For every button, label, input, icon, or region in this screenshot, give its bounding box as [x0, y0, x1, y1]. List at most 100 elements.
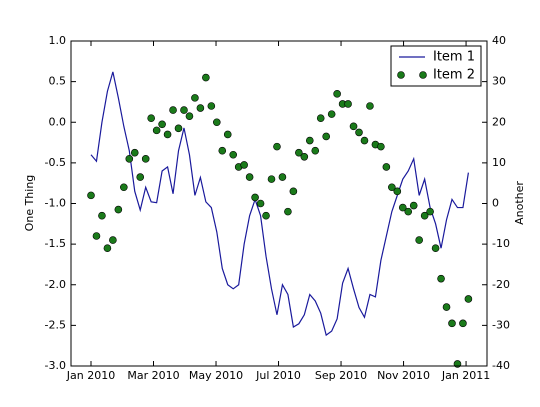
scatter-point — [163, 130, 172, 139]
scatter-point — [393, 187, 402, 196]
scatter-point — [240, 161, 248, 169]
scatter-point — [278, 173, 287, 181]
scatter-point — [262, 211, 270, 220]
legend-swatch — [419, 71, 427, 79]
scatter-point — [120, 183, 128, 192]
scatter-point — [191, 94, 199, 102]
y2-axis-label: Another — [513, 181, 526, 225]
scatter-point — [229, 150, 238, 159]
x-tick-label: Jul 2010 — [255, 369, 301, 382]
scatter-point — [404, 207, 413, 216]
scatter-point — [316, 114, 325, 122]
y-tick-label: 0.0 — [49, 115, 67, 128]
y2-tick-label: -30 — [492, 318, 510, 331]
x-tick-label: May 2010 — [189, 369, 243, 382]
y2-tick-label: 20 — [492, 115, 506, 128]
scatter-point — [289, 187, 298, 196]
scatter-point — [431, 244, 440, 252]
scatter-point — [344, 100, 352, 108]
scatter-point — [185, 112, 194, 120]
x-tick-label: Jan 2011 — [441, 369, 490, 382]
scatter-point — [125, 155, 134, 163]
x-tick-label: Nov 2010 — [377, 369, 430, 382]
y-tick-label: -3.0 — [45, 359, 66, 372]
scatter-point — [245, 173, 254, 181]
y-axis-label: One Thing — [23, 175, 36, 232]
y-tick-label: -0.5 — [45, 156, 66, 169]
scatter-point — [448, 319, 456, 328]
scatter-point — [158, 120, 166, 129]
scatter-point — [207, 102, 216, 110]
y-tick-label: 0.5 — [49, 75, 67, 88]
scatter-point — [256, 199, 265, 208]
y-tick-label: -2.0 — [45, 278, 66, 291]
scatter-point — [464, 295, 473, 303]
y-tick-label: -2.5 — [45, 318, 66, 331]
y2-tick-label: 0 — [492, 197, 499, 210]
scatter-point — [366, 102, 374, 110]
y2-tick-label: -40 — [492, 359, 510, 372]
scatter-point — [180, 106, 188, 114]
scatter-point — [409, 201, 418, 210]
scatter-point — [202, 73, 210, 82]
scatter-point — [196, 104, 205, 112]
scatter-point — [109, 236, 117, 244]
y2-tick-label: 40 — [492, 34, 506, 47]
legend-box — [390, 45, 482, 87]
scatter-point — [136, 173, 145, 181]
scatter-point — [103, 244, 112, 252]
scatter-point — [87, 191, 95, 200]
scatter-point — [311, 146, 320, 155]
scatter-point — [426, 207, 434, 216]
scatter-point — [360, 136, 369, 145]
line-series — [90, 71, 469, 337]
scatter-point — [300, 152, 309, 161]
scatter-point — [174, 124, 183, 133]
y2-tick-label: 30 — [492, 75, 506, 88]
legend-label: Item 2 — [433, 68, 475, 83]
legend-label: Item 1 — [433, 50, 475, 65]
x-tick-label: Mar 2010 — [127, 369, 179, 382]
scatter-point — [437, 274, 445, 283]
y-tick-label: 1.0 — [49, 34, 67, 47]
scatter-point — [442, 303, 451, 311]
scatter-point — [218, 146, 227, 155]
x-tick-label: Jan 2010 — [66, 369, 115, 382]
scatter-point — [273, 142, 281, 151]
legend-swatch — [397, 71, 405, 79]
scatter-point — [130, 148, 139, 157]
scatter-point — [267, 175, 276, 183]
y-tick-label: -1.0 — [45, 197, 66, 210]
scatter-point — [327, 110, 336, 118]
scatter-point — [295, 148, 303, 157]
scatter-point — [141, 155, 150, 163]
scatter-point — [98, 211, 106, 220]
scatter-point — [420, 211, 429, 220]
scatter-point — [415, 236, 423, 244]
scatter-point — [152, 126, 161, 135]
scatter-point — [388, 183, 396, 192]
scatter-point — [459, 319, 467, 328]
scatter-point — [355, 128, 363, 137]
y-tick-label: -1.5 — [45, 237, 66, 250]
scatter-point — [169, 106, 177, 114]
scatter-point — [305, 136, 314, 145]
scatter-point — [333, 90, 341, 98]
scatter-point — [382, 163, 391, 171]
scatter-point — [398, 203, 407, 212]
y2-tick-label: -20 — [492, 278, 510, 291]
scatter-point — [322, 132, 330, 141]
x-tick-label: Sep 2010 — [315, 369, 367, 382]
y2-tick-label: -10 — [492, 237, 510, 250]
scatter-point — [284, 207, 292, 216]
scatter-point — [349, 122, 358, 131]
plot-frame — [70, 40, 488, 367]
scatter-point — [147, 114, 155, 122]
scatter-point — [114, 205, 123, 214]
y2-tick-label: 10 — [492, 156, 506, 169]
scatter-point — [251, 193, 259, 202]
scatter-point — [223, 130, 232, 139]
scatter-point — [377, 142, 385, 151]
scatter-point — [213, 118, 221, 127]
